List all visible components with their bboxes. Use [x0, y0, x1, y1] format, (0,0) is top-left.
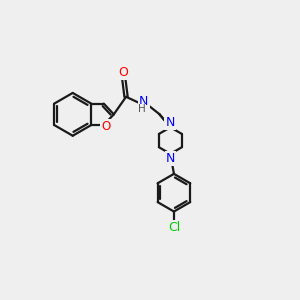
Text: N: N — [165, 116, 175, 129]
Text: N: N — [139, 94, 148, 108]
Text: H: H — [138, 104, 146, 114]
Text: O: O — [101, 120, 110, 133]
Text: Cl: Cl — [168, 221, 180, 234]
Text: N: N — [166, 152, 175, 165]
Text: O: O — [119, 66, 129, 79]
